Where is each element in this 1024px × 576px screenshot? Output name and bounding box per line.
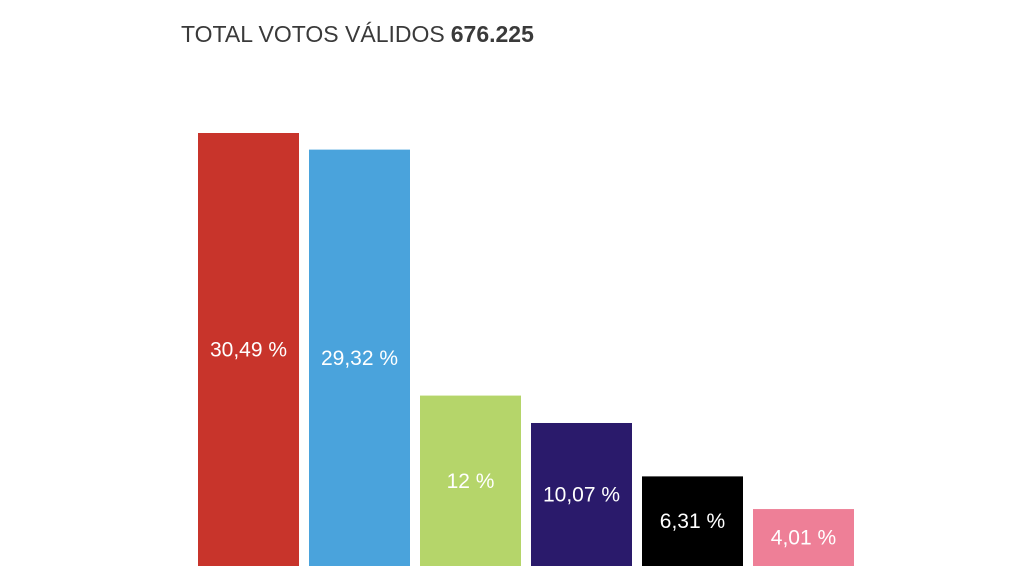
- bar-5: [642, 476, 743, 566]
- bar-label-5: 6,31 %: [660, 510, 725, 533]
- bar-1: [198, 133, 299, 566]
- bar-3: [420, 395, 521, 566]
- bar-label-2: 29,32 %: [321, 347, 398, 370]
- bar-label-1: 30,49 %: [210, 339, 287, 362]
- chart-title: TOTAL VOTOS VÁLIDOS 676.225: [181, 21, 534, 48]
- bar-label-3: 12 %: [447, 470, 495, 493]
- bar-label-6: 4,01 %: [771, 527, 836, 550]
- chart-title-label: TOTAL VOTOS VÁLIDOS: [181, 21, 445, 47]
- bar-label-4: 10,07 %: [543, 483, 620, 506]
- bar-6: [753, 509, 854, 566]
- chart-title-total: 676.225: [450, 21, 534, 47]
- bar-2: [309, 149, 410, 567]
- bar-4: [531, 422, 632, 566]
